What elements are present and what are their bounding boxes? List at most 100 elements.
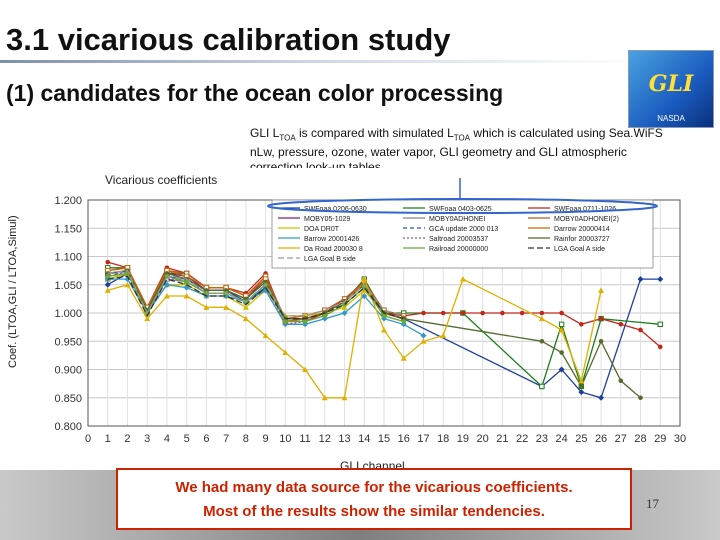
data-point: [283, 319, 288, 324]
x-tick-label: 26: [595, 433, 607, 445]
x-tick-label: 29: [654, 433, 666, 445]
x-tick-label: 8: [243, 433, 249, 445]
data-point: [400, 355, 407, 361]
data-point: [282, 349, 289, 356]
y-tick-label: 0.900: [54, 365, 82, 377]
data-point: [341, 310, 348, 316]
x-tick-label: 22: [516, 433, 528, 445]
data-point: [104, 281, 111, 288]
x-tick-label: 15: [378, 433, 390, 445]
conclusion-line-1: We had many data source for the vicariou…: [175, 479, 573, 496]
logo-text: GLI: [648, 71, 694, 97]
data-point: [124, 281, 131, 288]
data-point: [440, 332, 447, 339]
slide-title: 3.1 vicarious calibration study: [6, 22, 451, 57]
legend-label: Saltroad 20003537: [429, 236, 488, 243]
note-sub-toa-2: TOA: [453, 133, 471, 143]
title-divider: [0, 60, 640, 63]
legend-label: MOBY0ADHONEI(2): [554, 216, 619, 223]
x-tick-label: 19: [457, 433, 469, 445]
slide-subtitle: (1) candidates for the ocean color proce…: [6, 80, 504, 106]
data-point: [558, 366, 565, 373]
x-tick-label: 20: [477, 433, 489, 445]
data-point: [558, 326, 565, 333]
series-line: [107, 267, 404, 323]
conclusion-box: We had many data source for the vicariou…: [116, 468, 632, 530]
data-point: [163, 293, 170, 299]
data-point: [242, 315, 249, 322]
data-point: [322, 313, 328, 319]
legend-label: SWFoaa 0403-0625: [429, 206, 492, 213]
data-point: [341, 304, 348, 310]
data-point: [559, 310, 564, 316]
data-point: [420, 338, 427, 344]
x-tick-label: 9: [263, 433, 269, 445]
data-point: [459, 276, 466, 282]
x-tick-label: 4: [164, 433, 170, 445]
series-lines: [104, 259, 664, 401]
data-point: [302, 319, 308, 324]
data-point: [262, 332, 269, 339]
data-point: [578, 377, 585, 384]
data-point: [400, 321, 407, 328]
x-tick-label: 18: [437, 433, 449, 445]
legend-highlight: [267, 198, 658, 214]
data-point: [242, 304, 249, 310]
gli-logo: GLI NASDA: [628, 50, 714, 128]
data-point: [223, 293, 230, 300]
x-tick-label: 14: [358, 433, 370, 445]
data-point: [598, 316, 604, 321]
y-axis-label: Coef. (LTOA,GLI / LTOA,Simul): [7, 215, 19, 368]
data-point: [361, 276, 368, 282]
data-point: [321, 394, 328, 401]
data-point: [361, 293, 368, 300]
data-point: [203, 304, 210, 310]
data-point: [381, 313, 387, 319]
conclusion-line-2: Most of the results show the similar ten…: [203, 503, 545, 520]
legend-label: LGA Goal A side: [554, 246, 605, 253]
data-point: [421, 310, 426, 316]
page-number: 17: [646, 496, 659, 511]
y-tick-label: 1.050: [54, 280, 82, 292]
data-point: [638, 327, 643, 333]
data-point: [598, 287, 605, 293]
data-point: [341, 394, 348, 401]
data-point: [657, 344, 663, 350]
data-point: [105, 273, 111, 279]
legend-label: Da Road 200030 8: [304, 246, 363, 253]
legend-label: Barrow 20001426: [304, 236, 359, 243]
y-tick-label: 1.150: [54, 223, 82, 235]
data-point: [420, 332, 427, 339]
data-point: [204, 290, 209, 296]
x-tick-label: 6: [203, 433, 209, 445]
legend-label: LGA Goal B side: [304, 256, 356, 263]
data-point: [262, 287, 269, 294]
legend-label: DOA DR0T: [304, 226, 340, 233]
logo-subtext: NASDA: [657, 114, 685, 123]
data-point: [105, 259, 111, 265]
x-tick-label: 1: [105, 433, 111, 445]
data-point: [558, 321, 565, 328]
y-tick-label: 0.800: [54, 421, 82, 433]
y-tick-label: 1.200: [54, 195, 82, 207]
x-tick-label: 25: [575, 433, 587, 445]
legend-label: Darrow 20000414: [554, 226, 610, 233]
x-tick-label: 27: [615, 433, 627, 445]
legend-label: SWFoaa 0206-0630: [304, 206, 367, 213]
data-point: [539, 310, 545, 316]
data-point: [618, 378, 624, 384]
data-point: [539, 383, 545, 390]
x-tick-label: 17: [417, 433, 429, 445]
x-tick-label: 16: [398, 433, 410, 445]
x-tick-label: 10: [279, 433, 291, 445]
chart-title: Vicarious coefficients: [105, 173, 217, 187]
data-point: [598, 338, 604, 344]
x-tick-label: 5: [184, 433, 190, 445]
legend-label: GCA update 2000 013: [429, 226, 498, 233]
x-tick-label: 0: [85, 433, 91, 445]
data-point: [460, 310, 466, 316]
data-point: [519, 310, 525, 316]
vicarious-coefficients-chart: Vicarious coefficients GLI channel Coef.…: [0, 168, 720, 473]
data-point: [638, 395, 643, 401]
data-point: [184, 279, 189, 285]
